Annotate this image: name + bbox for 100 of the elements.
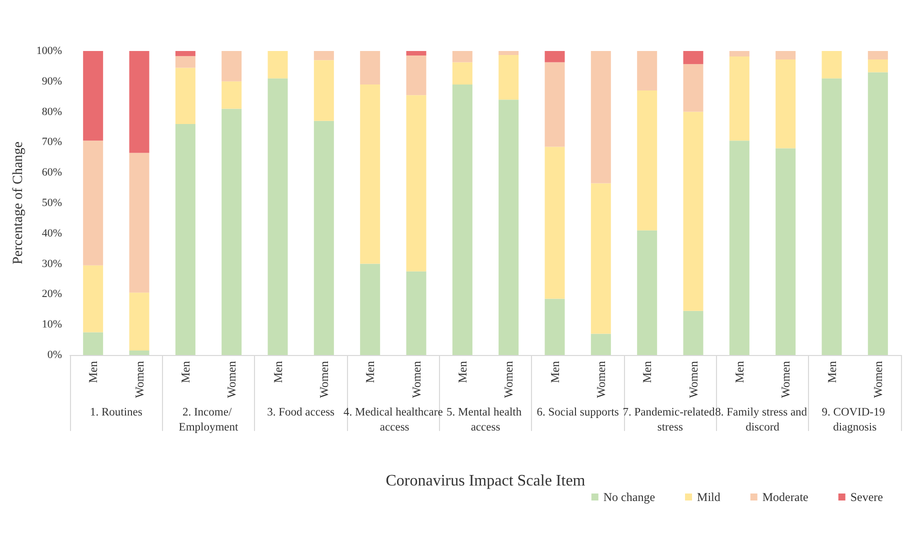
x-tick-label: Men xyxy=(455,361,470,383)
x-tick-label: Women xyxy=(870,361,885,398)
text: 6. Social supports xyxy=(536,406,620,418)
bar xyxy=(129,350,150,355)
bar xyxy=(683,51,704,64)
bar xyxy=(544,51,565,62)
bar xyxy=(776,51,796,60)
y-tick-label: 10% xyxy=(42,318,62,331)
bar xyxy=(729,51,750,56)
y-tick-label: 60% xyxy=(42,166,62,179)
y-tick-label: 30% xyxy=(42,258,62,270)
x-tick-label: Men xyxy=(178,361,192,383)
bar xyxy=(590,51,611,184)
bar xyxy=(83,332,104,355)
bar xyxy=(175,68,196,124)
x-tick-label: Men xyxy=(363,361,378,383)
text: 3. Food access xyxy=(267,406,336,418)
bar xyxy=(452,62,472,84)
x-tick-label: Women xyxy=(778,361,793,398)
bar xyxy=(637,90,658,230)
bar xyxy=(129,51,150,153)
bar xyxy=(83,140,104,266)
text: 5. Mental health access xyxy=(446,406,524,434)
y-axis-title: Percentage of Change xyxy=(10,142,26,264)
bar xyxy=(175,51,196,56)
bar xyxy=(314,120,334,355)
bar xyxy=(268,78,288,355)
bar xyxy=(406,271,426,355)
bar xyxy=(498,51,519,55)
x-tick-label: Women xyxy=(132,361,146,398)
bar xyxy=(314,51,334,60)
bar xyxy=(498,100,519,355)
bar xyxy=(868,72,888,355)
bar xyxy=(776,148,796,355)
bar xyxy=(776,60,796,148)
bar xyxy=(452,84,472,355)
bar xyxy=(129,292,150,350)
bar xyxy=(406,95,426,272)
bar xyxy=(590,334,611,355)
x-tick-label: Women xyxy=(502,361,516,398)
bar xyxy=(683,310,704,355)
y-tick-label: 50% xyxy=(42,197,62,209)
x-tick-label: Women xyxy=(594,361,608,398)
bar xyxy=(822,51,842,78)
bar xyxy=(222,108,242,355)
y-tick-label: 90% xyxy=(42,75,62,88)
bar xyxy=(360,264,380,355)
x-tick-label: Men xyxy=(270,361,285,383)
legend-label: Severe xyxy=(850,490,884,504)
bar xyxy=(637,230,658,355)
bar xyxy=(452,51,472,62)
x-tick-label: Men xyxy=(640,361,654,383)
legend-label: Moderate xyxy=(762,490,808,504)
y-tick-label: 20% xyxy=(42,288,62,300)
bar xyxy=(268,51,288,78)
y-tick-label: 70% xyxy=(42,136,62,148)
bar xyxy=(222,81,242,109)
bar xyxy=(683,112,704,311)
bar xyxy=(360,84,380,264)
bar xyxy=(498,54,519,100)
y-tick-label: 0% xyxy=(47,349,62,361)
bar xyxy=(544,298,565,355)
y-tick-label: 40% xyxy=(42,227,62,240)
text: 8. Family stress and discord xyxy=(715,406,810,434)
y-tick-label: 100% xyxy=(36,45,62,57)
bar xyxy=(175,124,196,355)
bar xyxy=(683,64,704,112)
bar xyxy=(222,51,242,82)
y-tick-label: 80% xyxy=(42,106,62,118)
bar xyxy=(729,56,750,141)
bar xyxy=(406,56,426,96)
bar xyxy=(129,152,150,293)
x-tick-label: Women xyxy=(316,361,331,398)
x-tick-label: Men xyxy=(732,361,746,383)
x-axis-title: Coronavirus Impact Scale Item xyxy=(386,472,586,490)
x-tick-label: Women xyxy=(686,361,700,398)
bar xyxy=(314,60,334,121)
bar xyxy=(83,51,104,141)
text: 1. Routines xyxy=(90,406,143,418)
bar xyxy=(83,265,104,332)
bar xyxy=(360,51,380,84)
x-tick-label: Women xyxy=(224,361,239,398)
legend-label: No change xyxy=(603,490,656,504)
text: 4. Medical healthcare access xyxy=(344,406,443,434)
bar xyxy=(729,140,750,355)
text: 7. Pandemic-related stress xyxy=(622,406,715,434)
bar xyxy=(175,56,196,68)
x-tick-label: Women xyxy=(409,361,424,398)
bar xyxy=(544,62,565,147)
bar xyxy=(406,51,426,56)
bar xyxy=(637,51,658,91)
bar xyxy=(590,183,611,334)
legend-label: Mild xyxy=(697,490,720,504)
bar xyxy=(868,60,888,72)
text: 9. COVID-19 diagnosis xyxy=(822,406,888,434)
x-tick-label: Men xyxy=(548,361,562,383)
x-tick-label: Men xyxy=(824,361,839,383)
bar xyxy=(868,51,888,60)
bar xyxy=(544,146,565,299)
bar xyxy=(822,78,842,355)
